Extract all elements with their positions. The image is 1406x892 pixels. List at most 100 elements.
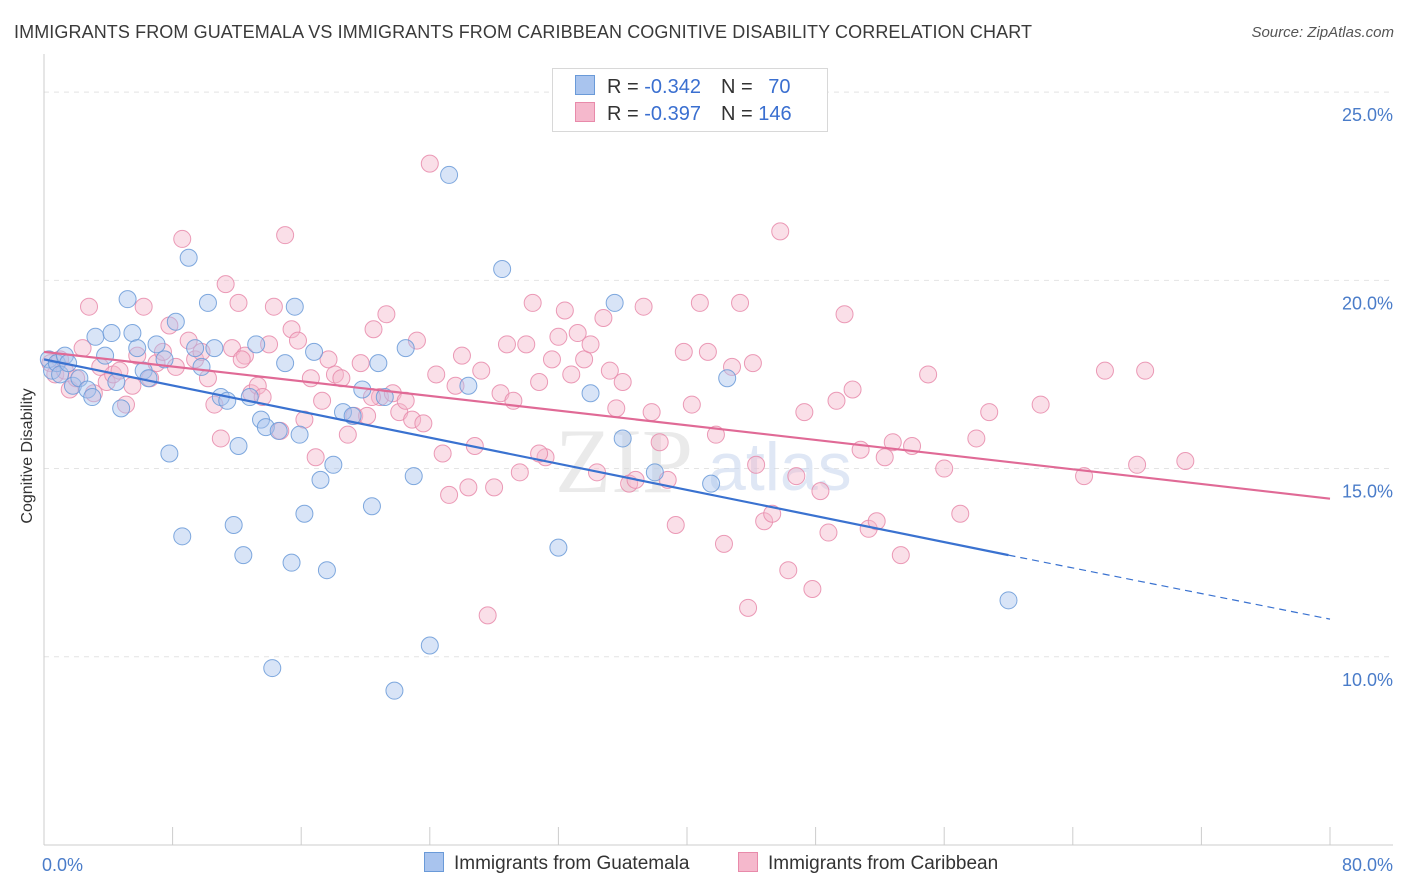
y-tick-label-10: 10.0% [1342,670,1393,690]
y-tick-labels: 10.0% 15.0% 20.0% 25.0% [1342,105,1393,690]
legend-item-caribbean: Immigrants from Caribbean [738,852,998,875]
guatemala-point [375,388,394,407]
caribbean-point [875,448,894,467]
guatemala-point [493,260,512,279]
caribbean-point [530,372,549,391]
caribbean-point [714,534,733,553]
guatemala-point [123,324,142,343]
caribbean-point [459,478,478,497]
legend-item-guatemala: Immigrants from Guatemala [424,852,689,875]
caribbean-point [549,327,568,346]
caribbean-point [433,444,452,463]
caribbean-point [883,433,902,452]
swatch-guatemala [575,75,595,95]
guatemala-point [229,436,248,455]
caribbean-point [581,335,600,354]
caribbean-point [811,482,830,501]
caribbean-trend-line [43,350,1331,500]
r-value-caribbean: -0.397 [644,103,701,125]
caribbean-point [1176,452,1195,471]
x-tick-label-min: 0.0% [42,855,83,875]
guatemala-point [459,376,478,395]
legend-label-caribbean: Immigrants from Caribbean [768,853,999,874]
caribbean-point [452,346,471,365]
legend-swatch-caribbean [738,852,758,872]
y-tick-label-20: 20.0% [1342,293,1393,313]
caribbean-point [698,342,717,361]
caribbean-point [414,414,433,433]
caribbean-point [747,455,766,474]
caribbean-point [575,350,594,369]
guatemala-trend-line [43,358,1009,557]
caribbean-point [264,297,283,316]
chart-title: IMMIGRANTS FROM GUATEMALA VS IMMIGRANTS … [14,22,1033,42]
caribbean-point [613,372,632,391]
caribbean-point [594,308,613,327]
guatemala-point [581,384,600,403]
gridlines [44,91,1393,658]
caribbean-point [173,229,192,248]
caribbean-point [951,504,970,523]
caribbean-point [980,403,999,422]
guatemala-point [285,297,304,316]
guatemala-point [63,376,82,395]
caribbean-point [134,297,153,316]
guatemala-point [404,467,423,486]
caribbean-point [472,361,491,380]
r-value-guatemala: -0.342 [644,76,701,98]
guatemala-trend-extension [1008,554,1331,620]
caribbean-point [530,444,549,463]
caribbean-point [216,275,235,294]
caribbean-point [843,380,862,399]
caribbean-point [763,504,782,523]
caribbean-point [282,320,301,339]
caribbean-point [867,512,886,531]
watermark: ZIP atlas [555,410,852,512]
guatemala-point [224,516,243,535]
caribbean-point [351,354,370,373]
caribbean-point [743,354,762,373]
guatemala-point [282,553,301,572]
swatch-caribbean [575,102,595,122]
n-value-caribbean: 146 [758,103,792,125]
caribbean-point [420,154,439,173]
caribbean-point [179,331,198,350]
watermark-atlas: atlas [708,429,852,505]
caribbean-point [935,459,954,478]
caribbean-point [607,399,626,418]
caribbean-point [795,403,814,422]
caribbean-point [1031,395,1050,414]
guatemala-point [290,425,309,444]
caribbean-points [41,154,1195,625]
guatemala-point [311,470,330,489]
stats-row-guatemala: R = -0.342 N = 70 [575,75,790,101]
caribbean-point [276,226,295,245]
guatemala-point [198,293,217,312]
guatemala-point [166,312,185,331]
caribbean-point [97,372,116,391]
guatemala-point [139,369,158,388]
caribbean-point [967,429,986,448]
y-tick-label-15: 15.0% [1342,482,1393,502]
caribbean-point [229,293,248,312]
guatemala-point [118,290,137,309]
caribbean-point [731,293,750,312]
guatemala-point [645,463,664,482]
caribbean-point [739,598,758,617]
guatemala-point [549,538,568,557]
guatemala-point [192,357,211,376]
guatemala-point [86,327,105,346]
caribbean-point [706,425,725,444]
caribbean-point [517,335,536,354]
guatemala-point [295,504,314,523]
caribbean-point [260,335,279,354]
stats-row-caribbean: R = -0.397 N = 146 [575,102,792,128]
guatemala-point [702,474,721,493]
caribbean-point [153,342,172,361]
caribbean-point [497,335,516,354]
guatemala-point [385,681,404,700]
guatemala-point [205,339,224,358]
stats-legend: R = -0.342 N = 70 R = -0.397 N = 146 [552,68,828,132]
caribbean-point [253,388,272,407]
